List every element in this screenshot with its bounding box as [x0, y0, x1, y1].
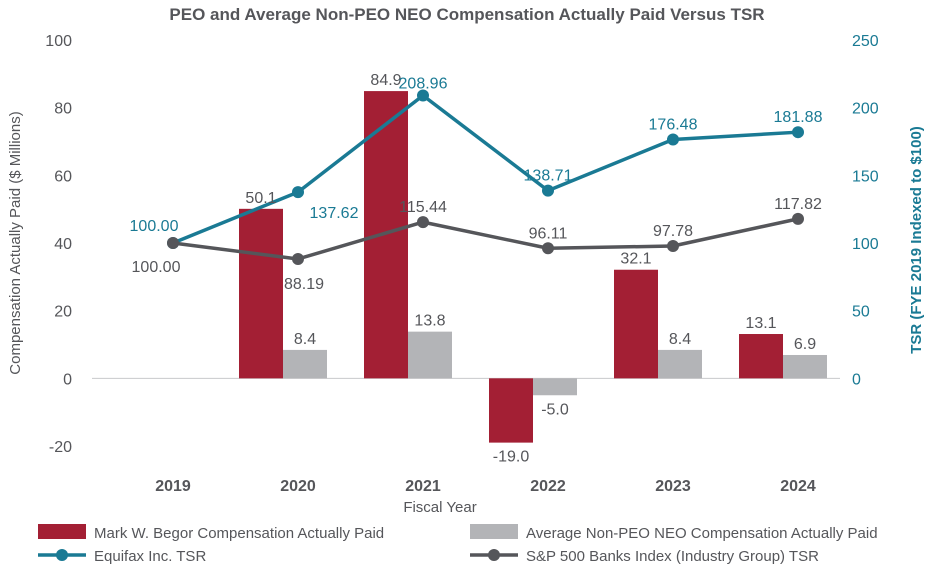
peo-cap-bar [239, 208, 283, 379]
neo-cap-data-label: 8.4 [669, 331, 691, 348]
banks-index-tsr-data-label: 100.00 [132, 259, 181, 276]
banks-index-tsr-point [542, 242, 554, 255]
y-tick-label: -20 [49, 439, 72, 456]
neo-cap-data-label: -5.0 [541, 401, 569, 418]
equifax-tsr-data-label: 176.48 [649, 116, 698, 133]
legend-neo-cap-label: Average Non-PEO NEO Compensation Actuall… [526, 525, 878, 542]
peo-cap-bar [489, 378, 533, 443]
banks-index-tsr-point [792, 212, 804, 225]
peo-cap-bar [739, 334, 783, 379]
x-tick-label: 2019 [155, 478, 191, 495]
peo-cap-data-label: 13.1 [745, 315, 776, 332]
banks-index-tsr-data-label: 88.19 [284, 276, 324, 293]
chart-title: PEO and Average Non-PEO NEO Compensation… [169, 5, 764, 24]
x-tick-label: 2024 [780, 478, 816, 495]
x-tick-label: 2020 [280, 478, 316, 495]
y-axis-ticks: 100 80 60 40 20 0 -20 [45, 33, 72, 456]
peo-cap-data-label: 50.1 [245, 190, 276, 207]
banks-index-tsr-data-label: 96.11 [529, 225, 568, 242]
x-tick-label: 2022 [530, 478, 566, 495]
equifax-tsr-line [172, 93, 799, 245]
x-tick-label: 2023 [655, 478, 691, 495]
peo-cap-data-label: 32.1 [620, 251, 651, 268]
data-labels: 50.1 84.9 -19.0 32.1 13.1 8.4 13.8 -5.0 8.4 6.9 10… [130, 72, 823, 466]
legend: Mark W. Begor Compensation Actually Paid… [38, 524, 878, 565]
equifax-tsr-point [667, 133, 679, 146]
equifax-tsr-data-label: 181.88 [774, 109, 823, 126]
equifax-tsr-point [542, 184, 554, 197]
y-tick-label: 0 [63, 371, 72, 388]
y2-tick-label: 150 [852, 168, 879, 185]
equifax-tsr-point [417, 89, 429, 102]
equifax-tsr-data-label: 137.62 [310, 205, 359, 222]
banks-index-tsr-data-label: 97.78 [653, 223, 693, 240]
y2-tick-label: 100 [852, 236, 879, 253]
legend-banks-index-tsr-label: S&P 500 Banks Index (Industry Group) TSR [526, 548, 819, 565]
equifax-tsr-point [792, 126, 804, 139]
banks-index-tsr-data-label: 115.44 [399, 199, 447, 216]
neo-cap-bar [408, 331, 452, 379]
neo-cap-bar [533, 378, 577, 396]
y2-tick-label: 0 [852, 371, 861, 388]
y-axis-label: Compensation Actually Paid ($ Millions) [7, 111, 24, 374]
banks-index-tsr-point [417, 216, 429, 229]
banks-index-tsr-data-label: 117.82 [774, 196, 822, 213]
y-tick-label: 60 [54, 168, 72, 185]
y2-axis-label: TSR (FYE 2019 Indexed to $100) [908, 126, 925, 354]
y2-tick-label: 50 [852, 304, 870, 321]
legend-equifax-tsr-swatch-marker [56, 549, 68, 561]
y-tick-label: 100 [45, 33, 72, 50]
legend-peo-cap-label: Mark W. Begor Compensation Actually Paid [94, 525, 384, 542]
neo-cap-bar [283, 349, 327, 379]
y2-tick-label: 250 [852, 33, 879, 50]
equifax-tsr-data-label: 138.71 [524, 168, 573, 185]
peo-cap-data-label: 84.9 [370, 72, 401, 89]
y2-tick-label: 200 [852, 101, 879, 118]
legend-banks-index-tsr-swatch-marker [488, 549, 500, 561]
x-axis-label: Fiscal Year [403, 499, 476, 516]
x-axis-ticks: 2019 2020 2021 2022 2023 2024 [155, 478, 816, 495]
peo-cap-data-label: -19.0 [493, 449, 530, 466]
y-tick-label: 20 [54, 304, 72, 321]
equifax-tsr-point [292, 186, 304, 199]
banks-index-tsr-line [172, 217, 799, 261]
bar-series [239, 91, 827, 443]
banks-index-tsr-point [167, 237, 179, 249]
neo-cap-data-label: 8.4 [294, 331, 316, 348]
peo-cap-bar [614, 269, 658, 379]
legend-equifax-tsr-label: Equifax Inc. TSR [94, 548, 206, 565]
equifax-tsr-data-label: 208.96 [399, 76, 448, 93]
y2-axis-ticks: 250 200 150 100 50 0 [852, 33, 879, 388]
equifax-tsr-data-label: 100.00 [130, 218, 179, 235]
y-tick-label: 80 [54, 101, 72, 118]
line-series [167, 89, 804, 265]
legend-peo-cap-swatch [38, 524, 86, 539]
banks-index-tsr-point [667, 240, 679, 253]
neo-cap-data-label: 13.8 [414, 313, 445, 330]
legend-neo-cap-swatch [470, 524, 518, 539]
neo-cap-bar [783, 354, 827, 379]
banks-index-tsr-point [292, 252, 304, 265]
neo-cap-data-label: 6.9 [794, 336, 816, 353]
x-tick-label: 2021 [405, 478, 441, 495]
y-tick-label: 40 [54, 236, 72, 253]
neo-cap-bar [658, 349, 702, 379]
